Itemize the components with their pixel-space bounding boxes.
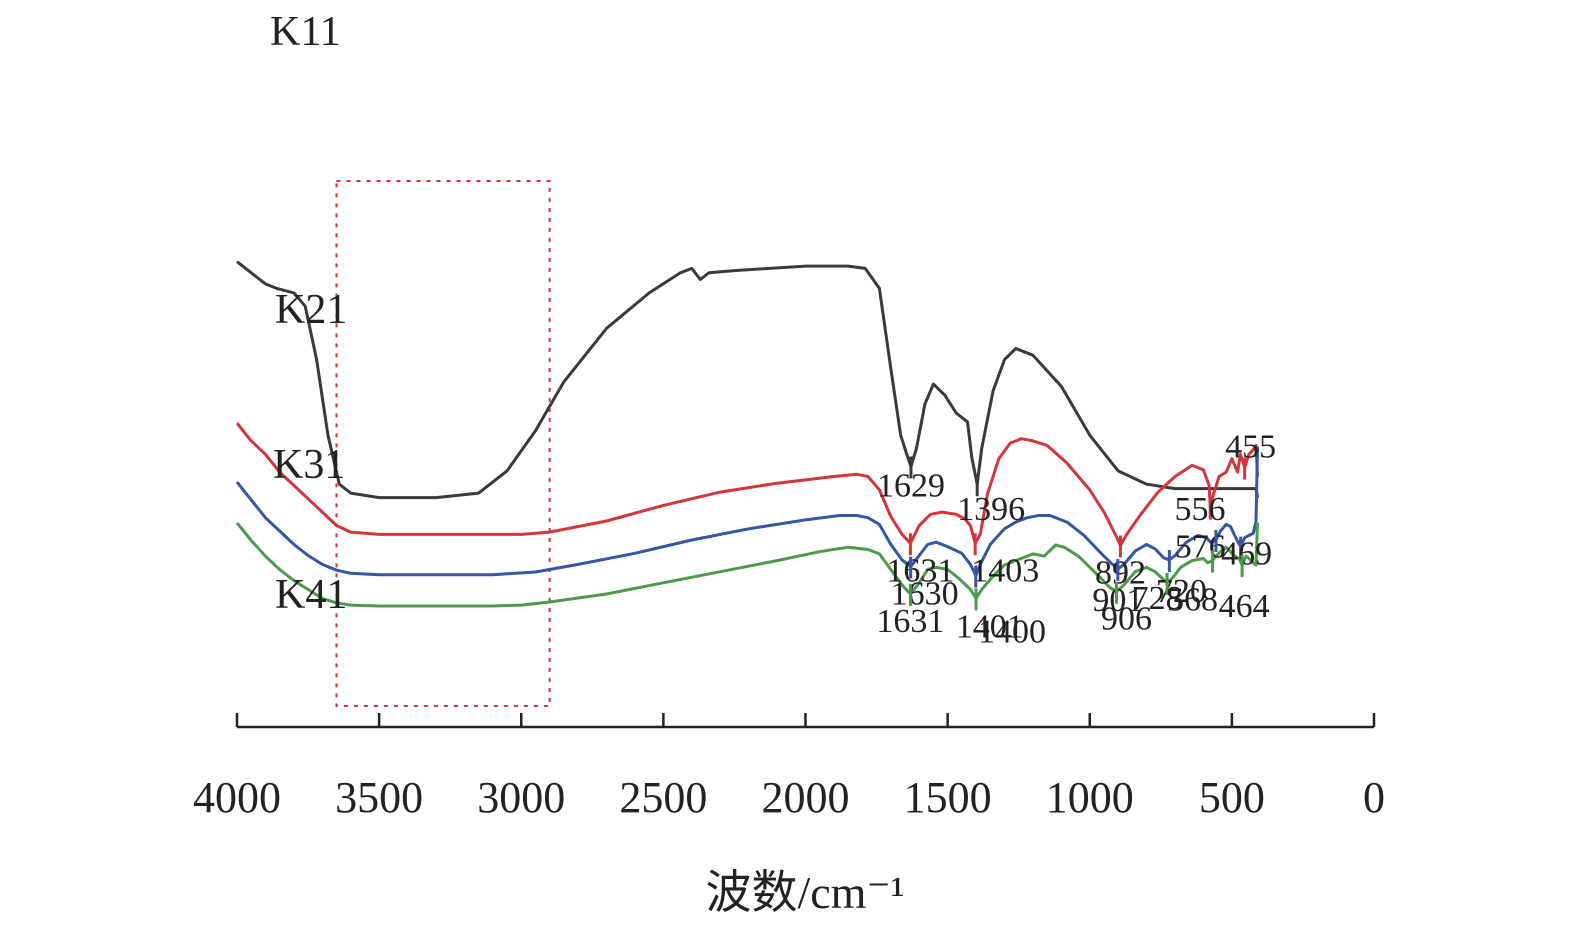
x-tick-label-1500: 1500 (904, 773, 992, 822)
x-tick-label-1000: 1000 (1046, 773, 1134, 822)
series-label-k41: K41 (275, 572, 347, 618)
x-tick-label-2000: 2000 (762, 773, 850, 822)
x-tick-label-500: 500 (1199, 773, 1265, 822)
x-axis-group: 4000 3500 3000 2500 2000 1500 1000 500 0 (193, 713, 1385, 822)
highlight-dashed-box (335, 180, 551, 707)
peak-label-k31-556: 556 (1174, 491, 1225, 528)
x-axis-title: 波数/cm⁻¹ (705, 867, 904, 918)
series-label-k21: K21 (275, 287, 347, 333)
peak-label-k31-1401: 1401 (956, 609, 1024, 646)
peak-label-k21-1403: 1403 (971, 552, 1039, 589)
series-line-k11 (236, 260, 1259, 500)
peak-label-k41-728: 728 (1132, 580, 1183, 617)
series-label-k31: K31 (273, 442, 345, 488)
peak-markers-group: 1629139616311403892576455163014019017205… (876, 429, 1276, 651)
x-tick-label-0: 0 (1363, 773, 1385, 822)
x-tick-label-2500: 2500 (619, 773, 707, 822)
series-labels-group: K11 K21 K31 K41 (270, 9, 347, 618)
series-lines-group (235, 260, 1259, 608)
series-line-k41 (235, 521, 1259, 608)
x-tick-label-3000: 3000 (477, 773, 565, 822)
peak-label-k21-1631: 1631 (886, 552, 954, 589)
peak-label-k41-1400: 1400 (978, 613, 1046, 650)
peak-label-k41-568: 568 (1167, 582, 1218, 619)
peak-label-k11-1629: 1629 (877, 467, 945, 504)
peak-label-k31-1630: 1630 (891, 576, 959, 613)
x-tick-label-3500: 3500 (335, 773, 423, 822)
peak-label-k21-892: 892 (1095, 554, 1146, 591)
highlight-box-group (335, 180, 551, 707)
peak-label-k11-1396: 1396 (957, 491, 1025, 528)
series-label-k11: K11 (270, 9, 341, 55)
peak-label-k31-720: 720 (1156, 573, 1207, 610)
x-tick-label-4000: 4000 (193, 773, 281, 822)
series-line-k21 (235, 422, 1259, 547)
peak-label-k41-464: 464 (1219, 588, 1270, 625)
peak-label-k41-1631: 1631 (876, 603, 944, 640)
peak-label-k31-469: 469 (1221, 536, 1272, 573)
peak-label-k21-455: 455 (1225, 429, 1276, 466)
peak-label-k41-906: 906 (1101, 601, 1152, 638)
peak-label-k21-576: 576 (1175, 529, 1226, 566)
